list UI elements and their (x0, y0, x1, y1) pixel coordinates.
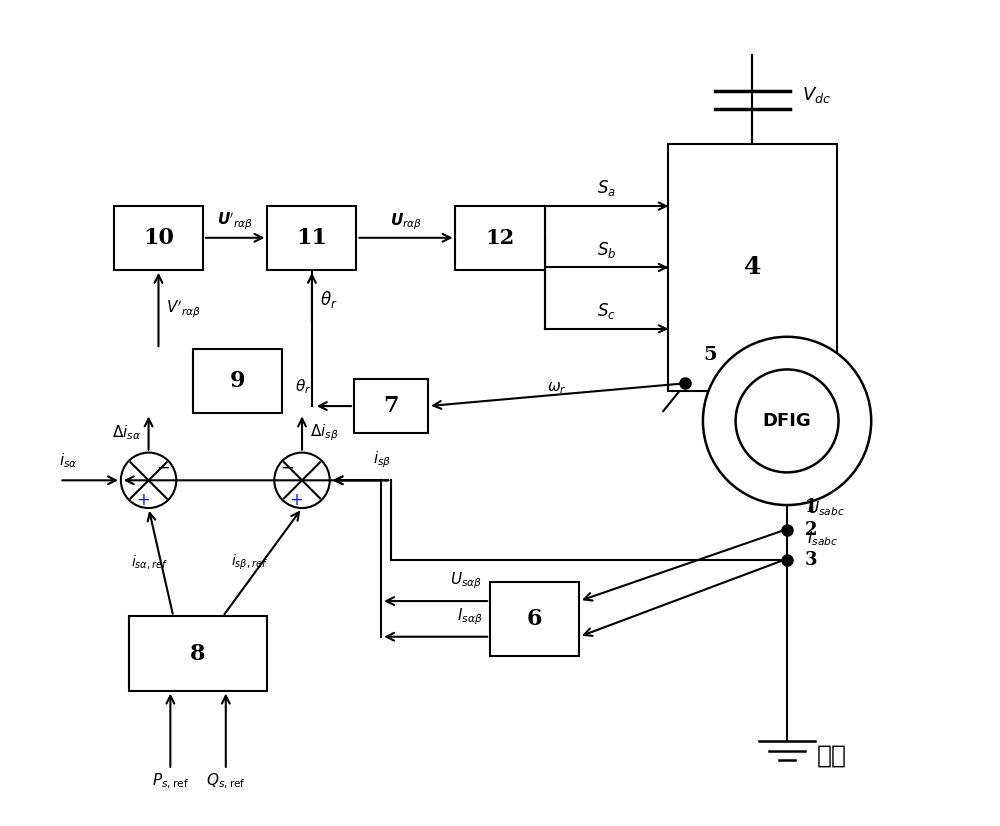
Text: $V'_{r\alpha\beta}$: $V'_{r\alpha\beta}$ (166, 299, 201, 320)
Bar (267, 206, 356, 270)
Text: 7: 7 (383, 395, 399, 417)
Text: $I_{sabc}$: $I_{sabc}$ (807, 529, 838, 548)
Text: $\Delta i_{s\alpha}$: $\Delta i_{s\alpha}$ (112, 424, 141, 443)
Text: $+$: $+$ (136, 491, 150, 509)
Text: $i_{s\beta,ref}$: $i_{s\beta,ref}$ (231, 553, 267, 572)
Bar (354, 379, 428, 434)
Text: 3: 3 (805, 550, 817, 568)
Text: 10: 10 (143, 227, 174, 249)
Text: $\omega_r$: $\omega_r$ (547, 381, 567, 396)
Text: $-$: $-$ (280, 459, 294, 476)
Text: 1: 1 (805, 498, 817, 516)
Bar (668, 144, 837, 392)
Bar (490, 582, 579, 656)
Text: 11: 11 (296, 227, 327, 249)
Text: $i_{s\alpha,ref}$: $i_{s\alpha,ref}$ (131, 553, 168, 572)
Text: $\theta_r$: $\theta_r$ (295, 377, 311, 396)
Text: 8: 8 (190, 643, 206, 665)
Bar (455, 206, 545, 270)
Text: 5: 5 (703, 345, 717, 363)
Text: 6: 6 (527, 608, 542, 630)
Text: $\theta_r$: $\theta_r$ (320, 289, 337, 310)
Text: $S_a$: $S_a$ (597, 178, 616, 198)
Text: $P_{s,\mathrm{ref}}$: $P_{s,\mathrm{ref}}$ (152, 771, 189, 791)
Bar (193, 349, 282, 414)
Bar (129, 616, 267, 691)
Text: $\boldsymbol{U}'_{r\alpha\beta}$: $\boldsymbol{U}'_{r\alpha\beta}$ (217, 211, 253, 232)
Text: $V_{dc}$: $V_{dc}$ (802, 85, 831, 105)
Text: $i_{s\alpha}$: $i_{s\alpha}$ (59, 452, 78, 471)
Text: $+$: $+$ (289, 491, 303, 509)
Text: DFIG: DFIG (763, 412, 811, 430)
Text: $U_{sabc}$: $U_{sabc}$ (807, 499, 845, 518)
Text: $S_b$: $S_b$ (597, 240, 616, 259)
Text: $S_c$: $S_c$ (597, 301, 616, 321)
Circle shape (703, 337, 871, 505)
Text: $-$: $-$ (156, 459, 171, 476)
Text: $\Delta i_{s\beta}$: $\Delta i_{s\beta}$ (310, 423, 339, 444)
Text: 4: 4 (744, 255, 761, 279)
Circle shape (121, 453, 176, 508)
Text: $Q_{s,\mathrm{ref}}$: $Q_{s,\mathrm{ref}}$ (206, 771, 246, 791)
Circle shape (274, 453, 330, 508)
Text: 电网: 电网 (817, 743, 847, 767)
Text: 2: 2 (805, 521, 817, 539)
Bar (114, 206, 203, 270)
Text: 12: 12 (485, 228, 515, 248)
Text: $U_{s\alpha\beta}$: $U_{s\alpha\beta}$ (450, 571, 482, 591)
Text: 9: 9 (230, 370, 245, 392)
Text: $\boldsymbol{U}_{r\alpha\beta}$: $\boldsymbol{U}_{r\alpha\beta}$ (390, 211, 422, 232)
Text: $i_{s\beta}$: $i_{s\beta}$ (373, 450, 391, 471)
Circle shape (736, 369, 839, 472)
Text: $I_{s\alpha\beta}$: $I_{s\alpha\beta}$ (457, 606, 482, 627)
